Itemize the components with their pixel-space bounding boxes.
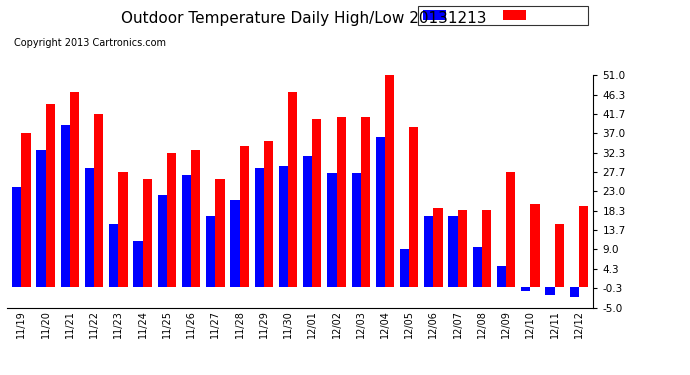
Legend: Low  (°F), High  (°F): Low (°F), High (°F) [418,6,588,25]
Bar [361,117,370,287]
Bar [288,92,297,287]
Bar [230,200,239,287]
Bar [182,175,191,287]
Bar [506,172,515,287]
Bar [448,216,457,287]
Bar [570,287,579,297]
Bar [497,266,506,287]
Bar [424,216,433,287]
Bar [133,241,143,287]
Bar [70,92,79,287]
Bar [85,168,94,287]
Bar [303,156,313,287]
Bar [457,210,467,287]
Bar [61,125,70,287]
Bar [143,179,152,287]
Bar [521,287,531,291]
Bar [337,117,346,287]
Text: Copyright 2013 Cartronics.com: Copyright 2013 Cartronics.com [14,38,166,48]
Bar [191,150,200,287]
Bar [376,137,385,287]
Bar [12,187,21,287]
Bar [482,210,491,287]
Bar [21,133,30,287]
Bar [545,287,555,295]
Bar [279,166,288,287]
Bar [579,206,588,287]
Bar [531,204,540,287]
Bar [400,249,409,287]
Bar [313,118,322,287]
Bar [206,216,215,287]
Bar [157,195,167,287]
Bar [264,141,273,287]
Bar [433,208,443,287]
Bar [327,172,337,287]
Bar [409,127,418,287]
Bar [46,104,55,287]
Bar [109,225,119,287]
Bar [385,75,394,287]
Bar [555,225,564,287]
Bar [119,172,128,287]
Bar [37,150,46,287]
Bar [94,114,104,287]
Bar [473,247,482,287]
Bar [167,153,176,287]
Bar [239,146,249,287]
Bar [351,172,361,287]
Bar [215,179,224,287]
Text: Outdoor Temperature Daily High/Low 20131213: Outdoor Temperature Daily High/Low 20131… [121,11,486,26]
Bar [255,168,264,287]
